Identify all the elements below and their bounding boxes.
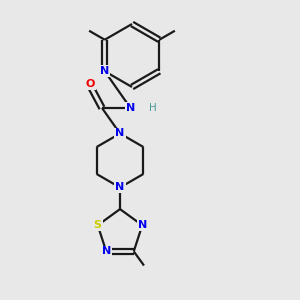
Text: N: N <box>116 128 124 139</box>
Text: N: N <box>102 246 111 256</box>
Text: S: S <box>94 220 102 230</box>
Text: N: N <box>126 103 135 113</box>
Text: N: N <box>116 182 124 193</box>
Text: N: N <box>138 220 147 230</box>
Text: H: H <box>149 103 157 113</box>
Text: O: O <box>85 79 95 89</box>
Text: N: N <box>100 66 109 76</box>
